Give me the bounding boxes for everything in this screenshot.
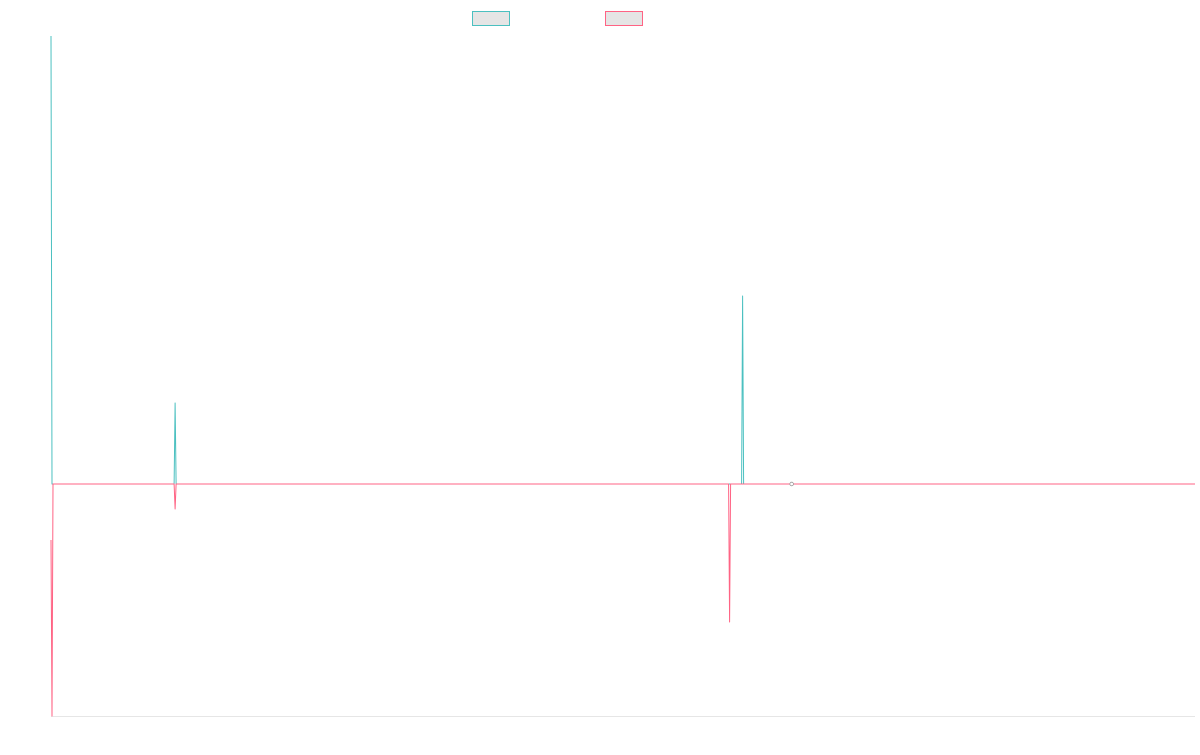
series-1-line [50, 35, 1192, 485]
legend-item-series-2[interactable] [605, 9, 649, 27]
legend-item-series-1[interactable] [472, 9, 516, 27]
chart-legend [0, 9, 1200, 27]
series-2-line [50, 483, 1195, 717]
legend-swatch-series-2 [605, 10, 643, 26]
data-point-marker [789, 481, 794, 487]
legend-swatch-series-1 [472, 10, 510, 26]
